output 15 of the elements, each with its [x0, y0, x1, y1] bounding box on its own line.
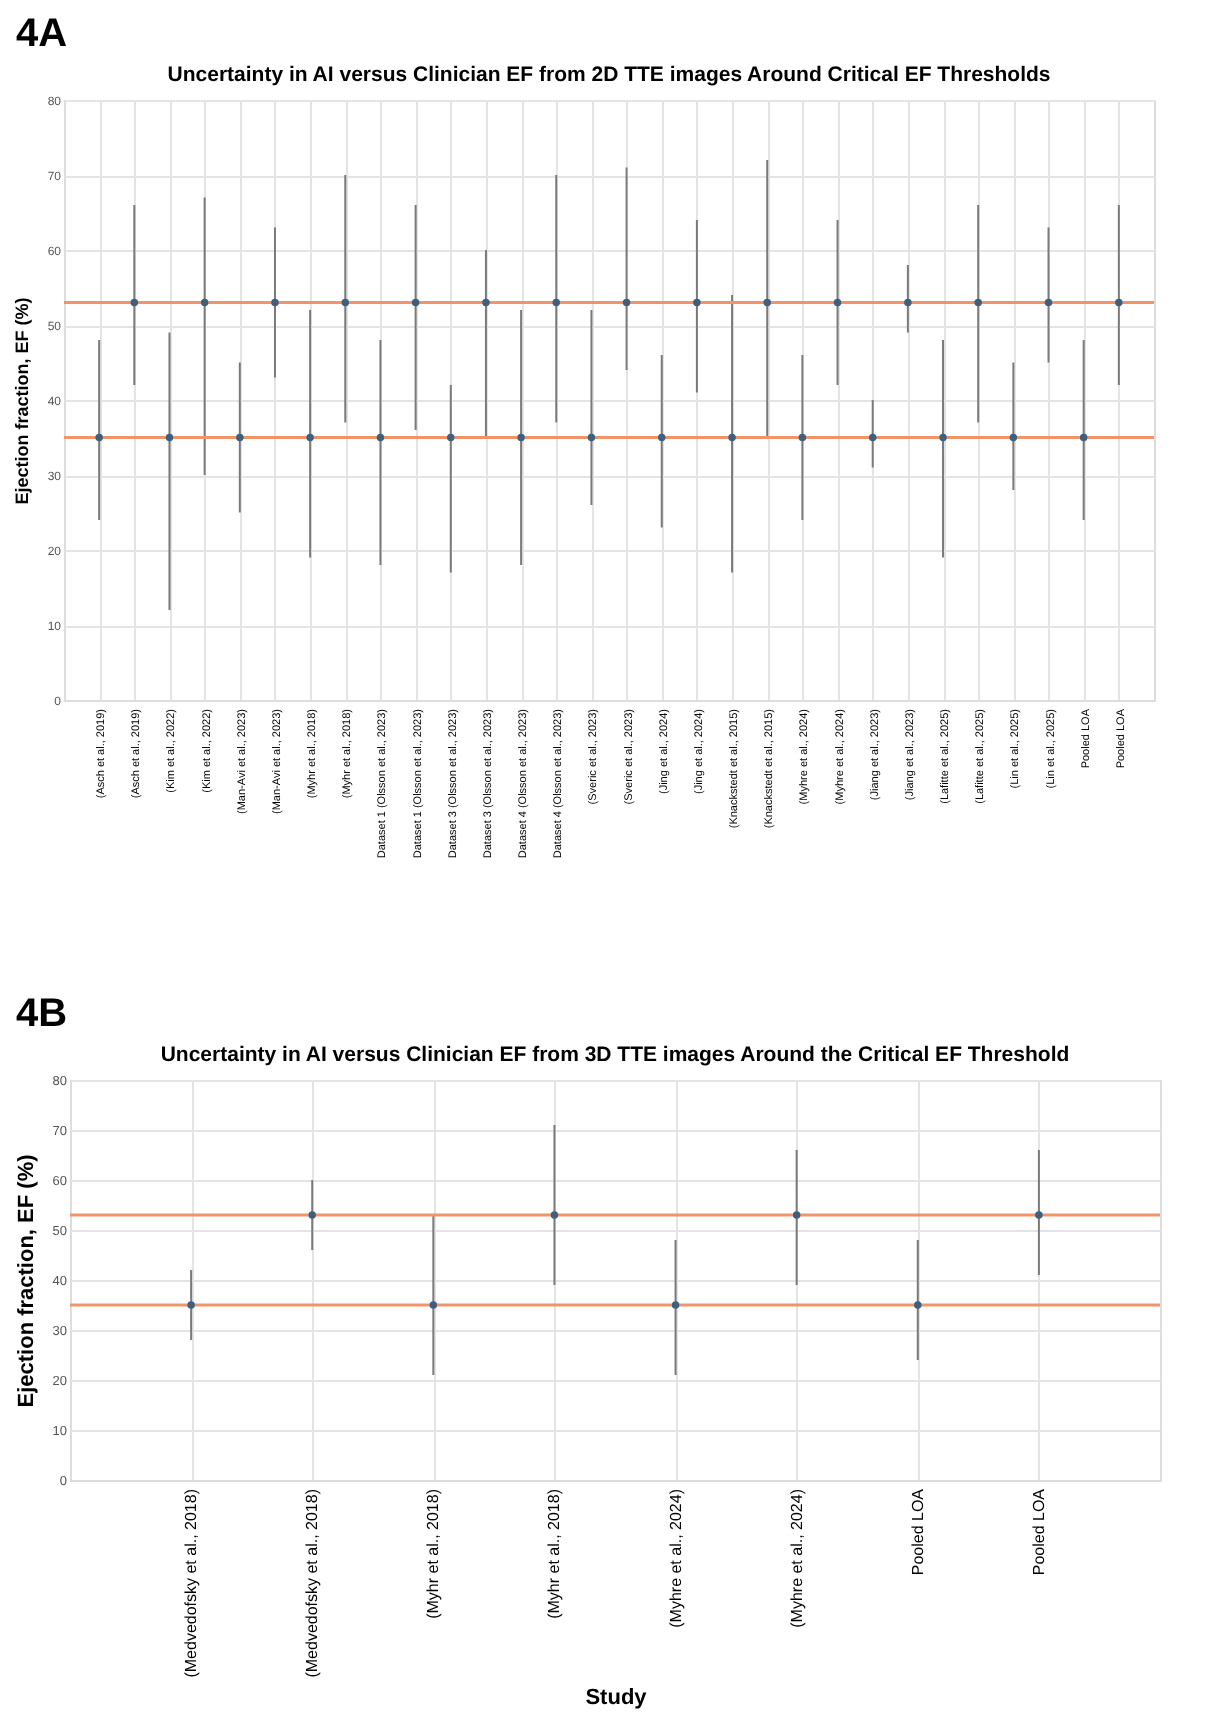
x-tick-label: Pooled LOA	[1029, 1487, 1048, 1576]
x-tick-label: (Myhr et al., 2018)	[424, 1488, 443, 1619]
text: 4B	[14, 990, 70, 1040]
x-tick-label: Pooled LOA	[908, 1487, 927, 1576]
y-axis-title: Ejection fraction, EF (%)	[14, 1153, 39, 1408]
x-tick-label: (Medvedofsky et al., 2018)	[303, 1488, 322, 1678]
y-axis-title: Ejection fraction, EF (%)	[11, 297, 32, 505]
chart-title: Uncertainty in AI versus Clinician EF from 3D TTE images Around the Critical EF Threshold	[160, 1043, 1070, 1067]
chart-title: Uncertainty in AI versus Clinician EF from 2D TTE images Around Critical EF Thresholds	[167, 63, 1051, 87]
x-tick-label: (Myhr et al., 2018)	[545, 1488, 564, 1619]
x-tick-label: (Medvedofsky et al., 2018)	[182, 1488, 201, 1678]
x-tick-label: (Myhre et al., 2024)	[666, 1488, 685, 1628]
x-tick-label: (Myhre et al., 2024)	[787, 1488, 806, 1628]
text: 4A	[14, 10, 70, 60]
x-axis-title: Study	[585, 1685, 649, 1710]
